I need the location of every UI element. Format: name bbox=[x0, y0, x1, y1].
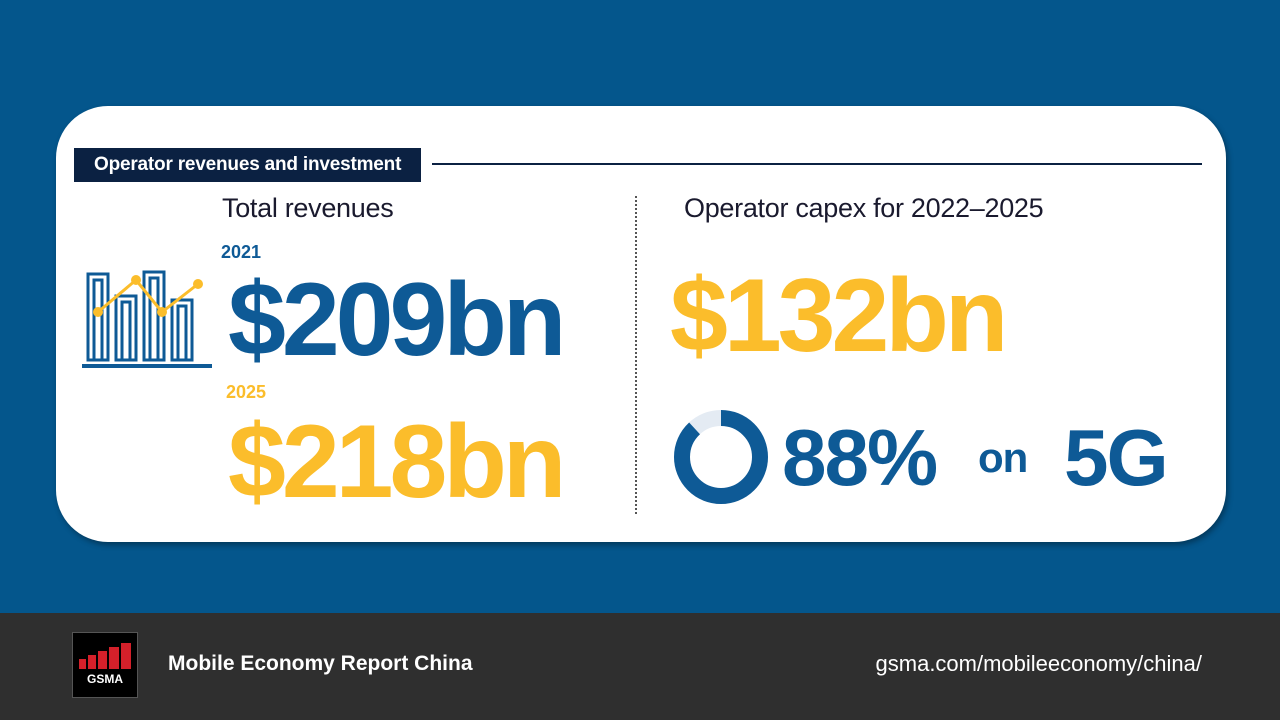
gsma-logo: GSMA bbox=[72, 632, 138, 698]
revenue-year-2021: 2021 bbox=[221, 242, 262, 262]
capex-connector-text: on bbox=[978, 434, 1028, 481]
revenue-year-2025: 2025 bbox=[226, 382, 267, 402]
capex-value: $132bn bbox=[670, 258, 1008, 374]
capex-technology: 5G bbox=[1064, 413, 1169, 502]
section-title: Operator revenues and investment bbox=[74, 148, 422, 182]
revenues-heading: Total revenues bbox=[222, 193, 394, 223]
capex-heading: Operator capex for 2022–2025 bbox=[684, 193, 1044, 223]
bar-line-chart-icon bbox=[82, 270, 212, 368]
revenue-value-2025: $218bn bbox=[228, 404, 566, 520]
footer-url[interactable]: gsma.com/mobileeconomy/china/ bbox=[875, 651, 1202, 676]
gsma-logo-text: GSMA bbox=[87, 672, 123, 686]
capex-5g-share: 88% bbox=[782, 413, 938, 502]
column-divider bbox=[635, 196, 637, 514]
gsma-logo-mark: GSMA bbox=[79, 643, 131, 686]
donut-chart-icon bbox=[674, 410, 768, 504]
revenue-value-2021: $209bn bbox=[228, 262, 566, 378]
footer-title: Mobile Economy Report China bbox=[168, 652, 473, 675]
section-rule bbox=[432, 163, 1202, 165]
footer-bar bbox=[0, 613, 1280, 720]
